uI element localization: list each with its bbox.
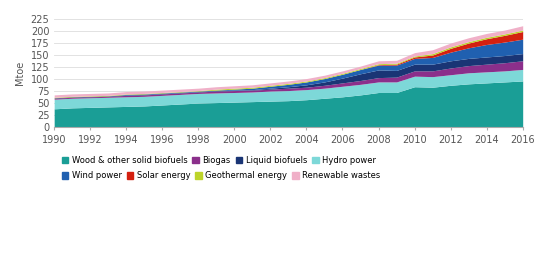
Y-axis label: Mtoe: Mtoe (15, 61, 25, 85)
Legend: Wind power, Solar energy, Geothermal energy, Renewable wastes: Wind power, Solar energy, Geothermal ene… (58, 168, 384, 184)
